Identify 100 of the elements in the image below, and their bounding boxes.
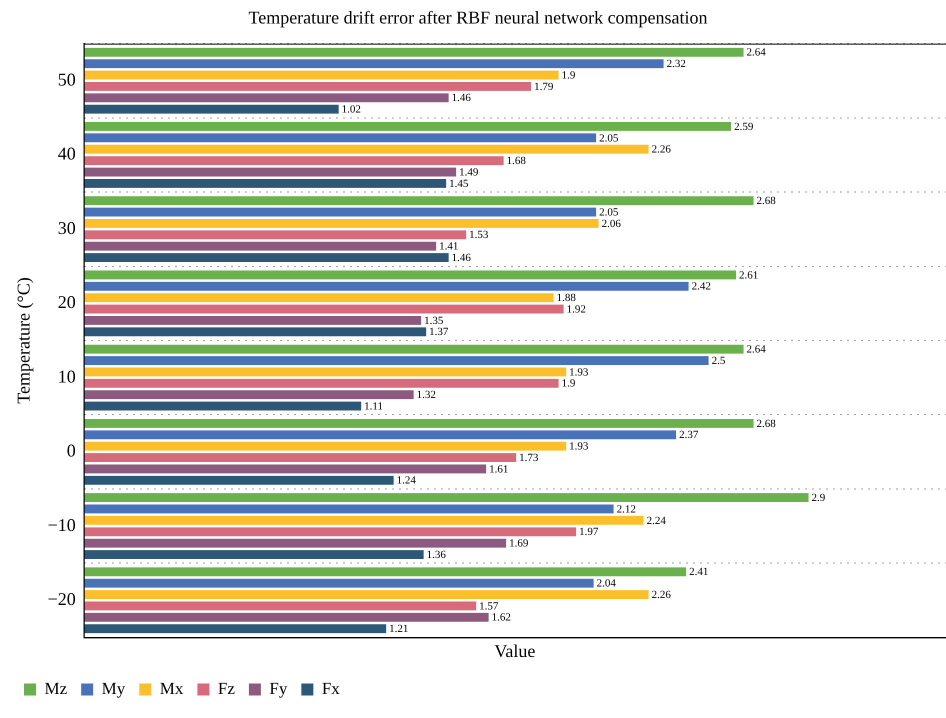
- data-label: 2.64: [746, 344, 766, 356]
- data-label: 1.88: [556, 292, 576, 304]
- y-tick-label: 50: [58, 69, 76, 90]
- bar: [84, 402, 362, 411]
- data-label: 1.11: [364, 400, 384, 412]
- legend-label: My: [102, 678, 126, 698]
- bar: [84, 178, 446, 188]
- bar: [84, 550, 424, 559]
- bar: [84, 504, 614, 514]
- bar: [84, 624, 386, 634]
- data-label: 1.93: [569, 440, 589, 453]
- data-label: 1.41: [439, 240, 458, 253]
- data-label: 2.05: [599, 132, 619, 144]
- bar: [84, 104, 339, 114]
- y-tick-label: −20: [48, 589, 76, 610]
- data-label: 1.46: [452, 92, 472, 104]
- data-label: 2.24: [646, 514, 666, 527]
- bar: [84, 367, 566, 376]
- data-label: 2.5: [712, 354, 726, 367]
- data-label: 1.62: [492, 612, 511, 624]
- bar: [84, 82, 532, 91]
- data-label: 1.49: [459, 166, 479, 178]
- y-tick-label: 30: [58, 218, 76, 238]
- data-label: 1.57: [479, 600, 499, 612]
- data-label: 1.93: [569, 366, 589, 378]
- data-label: 2.26: [652, 144, 672, 156]
- data-label: 2.12: [616, 503, 636, 516]
- bar: [84, 270, 736, 280]
- data-label: 1.73: [519, 452, 539, 464]
- data-label: 1.92: [566, 303, 586, 316]
- data-label: 1.61: [489, 463, 508, 476]
- legend-label: Fy: [269, 678, 288, 698]
- y-tick-label: 10: [58, 366, 76, 386]
- data-label: 2.37: [679, 429, 699, 442]
- data-label: 1.21: [389, 623, 408, 636]
- chart-title: Temperature drift error after RBF neural network compensation: [248, 8, 708, 28]
- data-label: 1.79: [534, 80, 554, 93]
- bar: [84, 612, 489, 622]
- y-tick-label: −10: [48, 514, 76, 535]
- data-label: 1.53: [469, 229, 489, 242]
- y-tick-label: 40: [58, 144, 76, 164]
- data-label: 1.35: [424, 314, 444, 327]
- data-label: 2.64: [746, 46, 766, 59]
- bar: [84, 344, 744, 354]
- bar: [84, 464, 486, 474]
- data-label: 2.68: [756, 418, 776, 430]
- legend-label: Fx: [322, 678, 340, 698]
- bar: [84, 242, 436, 251]
- legend-label: Mz: [44, 678, 68, 698]
- bar: [84, 196, 754, 206]
- data-label: 2.9: [812, 492, 826, 504]
- data-label: 2.04: [596, 578, 616, 590]
- data-label: 1.9: [562, 378, 576, 390]
- data-label: 1.97: [579, 526, 599, 538]
- bar: [84, 516, 644, 525]
- bar: [84, 48, 744, 57]
- bar: [84, 356, 709, 365]
- bar: [84, 133, 596, 142]
- bar: [84, 144, 649, 154]
- bar: [84, 493, 809, 502]
- data-label: 1.32: [416, 389, 436, 402]
- data-label: 1.02: [342, 104, 361, 116]
- bar: [84, 578, 594, 588]
- data-label: 2.61: [739, 269, 758, 282]
- bar: [84, 304, 564, 314]
- bar: [84, 59, 664, 68]
- bar: [84, 230, 466, 240]
- bar: [84, 168, 456, 176]
- bar: [84, 567, 686, 576]
- bar: [84, 93, 449, 102]
- data-label: 2.05: [599, 206, 619, 218]
- data-label: 1.69: [509, 538, 529, 550]
- bar: [84, 442, 566, 451]
- bar: [84, 327, 426, 336]
- bar: [84, 390, 414, 400]
- bar: [84, 590, 649, 600]
- bar: [84, 538, 506, 548]
- y-axis-title: Temperature (°C): [14, 277, 34, 404]
- bar: [84, 476, 394, 485]
- bar: [84, 453, 516, 462]
- bar: [84, 156, 504, 166]
- bar: [84, 122, 732, 131]
- data-label: 2.32: [666, 58, 686, 70]
- x-axis-title: Value: [494, 640, 536, 661]
- data-label: 1.24: [396, 474, 416, 487]
- y-tick-label: 20: [58, 292, 76, 312]
- bar: [84, 219, 599, 228]
- bar: [84, 70, 559, 80]
- data-label: 1.9: [562, 69, 576, 82]
- data-label: 1.68: [506, 155, 526, 168]
- legend-label: Mx: [160, 678, 184, 698]
- bar: [84, 602, 476, 610]
- data-label: 2.68: [756, 195, 776, 208]
- bar: [84, 430, 676, 440]
- data-label: 2.59: [734, 120, 754, 133]
- bar: [84, 527, 576, 536]
- data-label: 1.37: [429, 326, 449, 338]
- bar: [84, 316, 422, 325]
- bar: [84, 378, 559, 388]
- bar: [84, 293, 554, 302]
